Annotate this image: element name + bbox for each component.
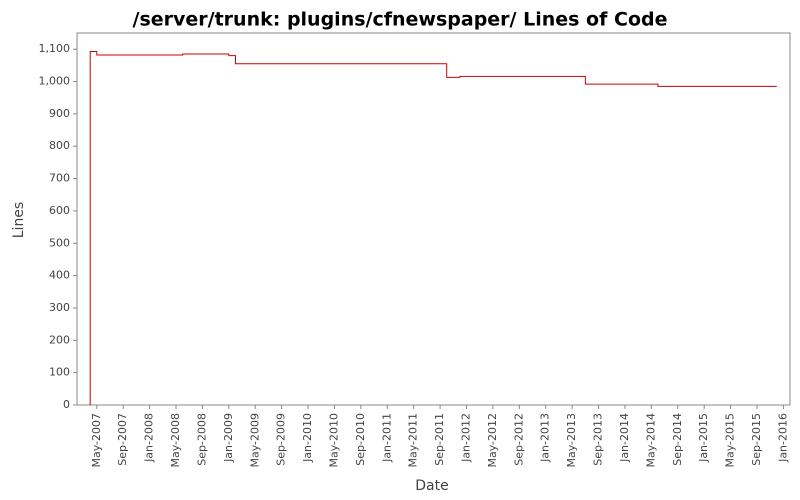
y-tick-label: 100 [49,366,70,379]
y-tick-label: 1,000 [39,75,71,88]
y-tick-label: 500 [49,236,70,249]
x-tick-label: Sep-2009 [275,413,288,466]
chart-title: /server/trunk: plugins/cfnewspaper/ Line… [133,9,668,31]
y-tick-label: 700 [49,172,70,185]
y-tick-label: 200 [49,333,70,346]
plot-border [76,32,791,406]
x-tick-label: Sep-2007 [116,413,129,466]
x-tick-label: May-2015 [724,413,737,468]
x-tick-label: Jan-2013 [539,413,552,463]
x-tick-label: Sep-2012 [512,413,525,466]
y-tick-label: 400 [49,269,70,282]
x-tick-label: May-2010 [327,413,340,468]
y-tick-label: 0 [63,398,70,411]
x-tick-label: Jan-2011 [380,413,393,463]
y-tick-label: 300 [49,301,70,314]
x-tick-label: Sep-2014 [671,413,684,466]
line [89,50,777,405]
x-tick-label: May-2009 [248,413,261,468]
y-tick-label: 800 [49,139,70,152]
x-tick-label: Jan-2012 [460,413,473,463]
y-axis-label: Lines [11,202,27,238]
x-tick-label: Sep-2015 [750,413,763,466]
y-tick-label: 900 [49,107,70,120]
x-axis-label: Date [415,478,448,494]
x-tick-label: Sep-2011 [433,413,446,466]
x-tick-label: Jan-2014 [618,413,631,463]
x-tick-label: Jan-2016 [776,413,789,463]
x-tick-label: Sep-2008 [195,413,208,466]
x-tick-label: May-2013 [565,413,578,468]
x-tick-label: May-2008 [169,413,182,468]
x-tick-label: May-2011 [407,413,420,468]
y-tick-label: 600 [49,204,70,217]
x-tick-label: May-2012 [486,413,499,468]
x-tick-label: May-2007 [90,413,103,468]
x-tick-label: Sep-2010 [354,413,367,466]
x-tick-label: Jan-2010 [301,413,314,463]
y-tick-label: 1,100 [39,42,71,55]
x-tick-label: May-2014 [644,413,657,468]
x-tick-label: Jan-2009 [222,413,235,463]
x-tick-label: Sep-2013 [592,413,605,466]
x-tick-label: Jan-2008 [143,413,156,463]
x-tick-label: Jan-2015 [697,413,710,463]
